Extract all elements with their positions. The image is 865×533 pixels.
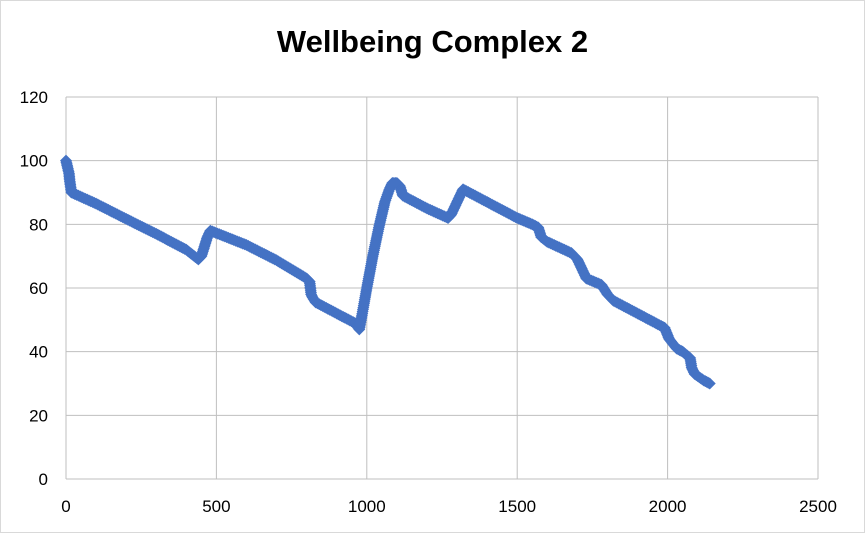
x-tick-label: 2000	[649, 497, 687, 516]
y-tick-label: 80	[29, 215, 48, 234]
y-tick-label: 60	[29, 279, 48, 298]
y-tick-label: 0	[39, 470, 48, 489]
grid	[66, 96, 819, 479]
x-tick-label: 1000	[348, 497, 386, 516]
y-tick-label: 120	[20, 88, 48, 107]
y-tick-label: 100	[20, 152, 48, 171]
y-tick-label: 40	[29, 343, 48, 362]
x-tick-label: 0	[61, 497, 70, 516]
y-tick-label: 20	[29, 406, 48, 425]
chart-title: Wellbeing Complex 2	[276, 24, 589, 59]
x-tick-label: 2500	[799, 497, 837, 516]
tick-labels: 0 20 40 60 80 100 120 0 500 1000 1500 2000 2500	[20, 88, 837, 516]
data-point-marker	[703, 377, 716, 390]
x-tick-label: 500	[202, 497, 230, 516]
x-tick-label: 1500	[498, 497, 536, 516]
series-markers	[60, 154, 716, 390]
